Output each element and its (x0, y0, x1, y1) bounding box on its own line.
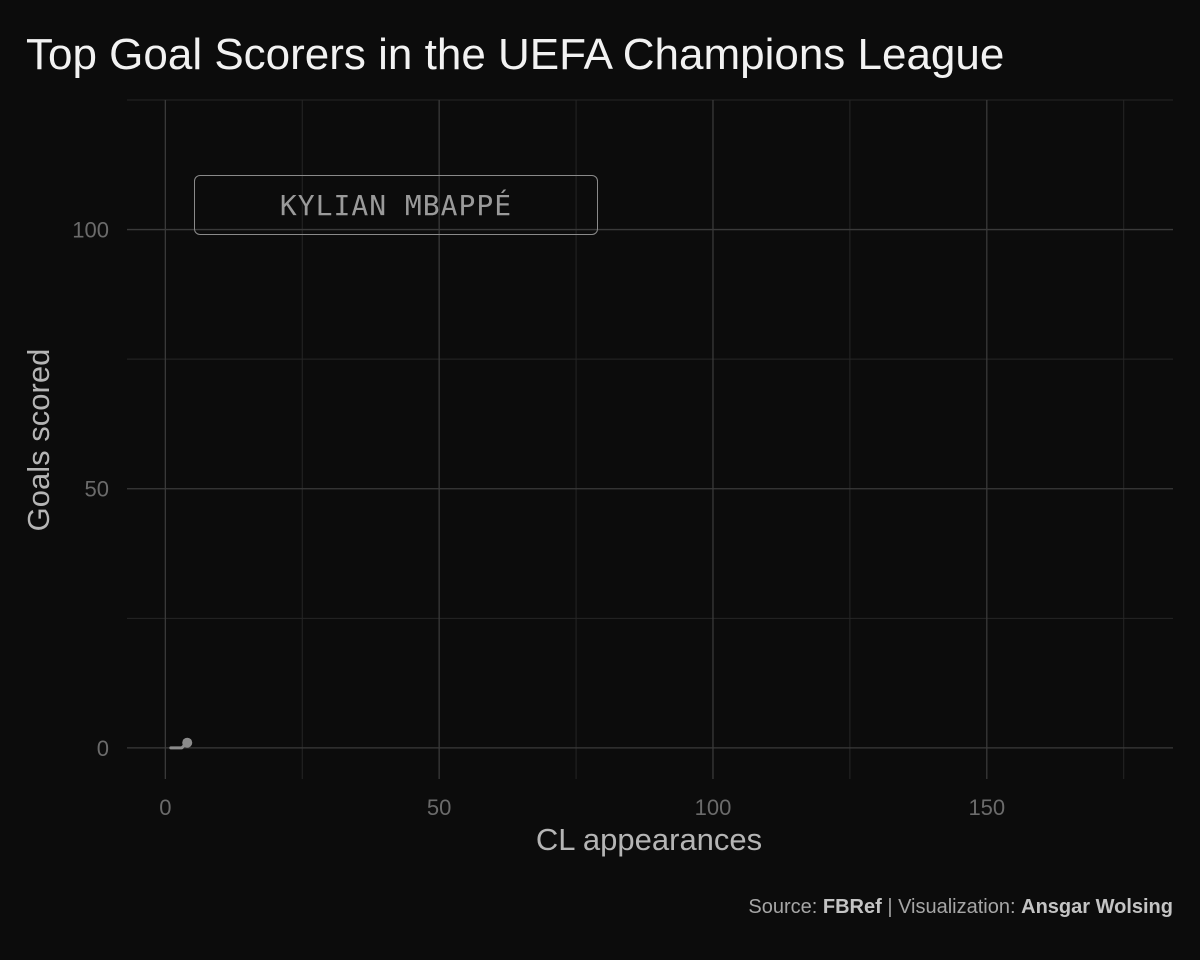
source-caption: Source: FBRef | Visualization: Ansgar Wo… (748, 896, 1173, 919)
y-tick-label: 50 (85, 477, 109, 502)
y-tick-label: 0 (97, 736, 109, 761)
player-label-box: KYLIAN MBAPPÉ (194, 175, 598, 235)
tick-labels: 0 50 100 150 0 50 100 (72, 218, 1005, 820)
x-tick-label: 100 (695, 795, 732, 820)
y-tick-label: 100 (72, 218, 109, 243)
grid (127, 99, 1173, 779)
x-axis-title: CL appearances (536, 822, 762, 857)
series-endpoint (182, 737, 193, 748)
caption-separator: | Visualization: (881, 896, 1022, 918)
series (169, 737, 193, 750)
caption-author: Ansgar Wolsing (1021, 896, 1173, 918)
caption-source-prefix: Source: (748, 896, 823, 918)
x-tick-label: 50 (427, 795, 451, 820)
caption-source: FBRef (822, 896, 882, 918)
x-tick-label: 0 (159, 795, 171, 820)
y-axis-title: Goals scored (21, 349, 56, 532)
x-tick-label: 150 (968, 795, 1005, 820)
chart-title: Top Goal Scorers in the UEFA Champions L… (26, 30, 1005, 79)
